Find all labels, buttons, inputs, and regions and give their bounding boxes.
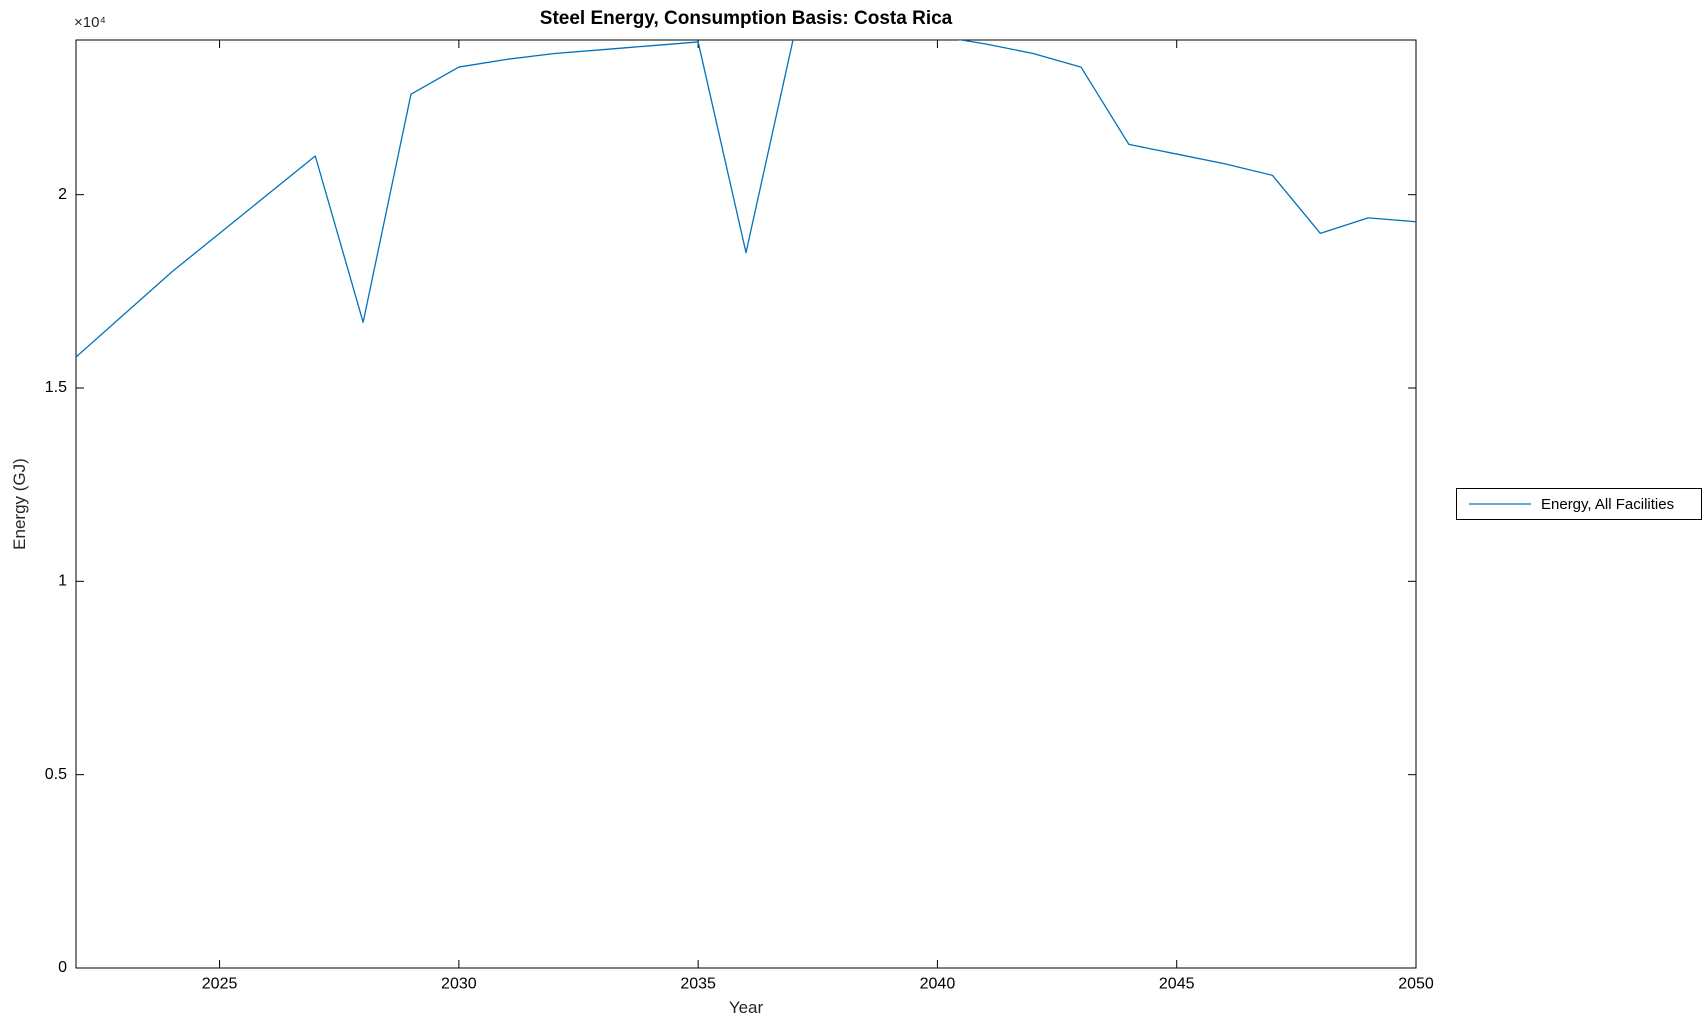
x-tick-label: 2045 xyxy=(1159,975,1195,992)
y-tick-label: 2 xyxy=(58,186,67,203)
y-tick-label: 1 xyxy=(58,573,67,590)
y-tick-label: 0.5 xyxy=(45,766,67,783)
x-tick-label: 2030 xyxy=(441,975,477,992)
y-axis-multiplier-label: ×10⁴ xyxy=(74,14,106,31)
chart-title: Steel Energy, Consumption Basis: Costa R… xyxy=(539,8,953,29)
y-tick-label: 1.5 xyxy=(45,379,67,396)
legend-entry-label: Energy, All Facilities xyxy=(1541,495,1675,513)
x-tick-label: 2040 xyxy=(920,975,956,992)
axes-box xyxy=(75,39,1417,969)
legend-line-sample xyxy=(1469,503,1531,505)
y-tick-label: 0 xyxy=(58,959,67,976)
series-line xyxy=(76,40,1416,358)
x-tick-label: 2050 xyxy=(1398,975,1434,992)
x-tick-label: 2035 xyxy=(680,975,716,992)
x-tick-label: 2025 xyxy=(202,975,238,992)
x-axis-label: Year xyxy=(728,998,764,1017)
legend: Energy, All Facilities xyxy=(1456,488,1702,520)
